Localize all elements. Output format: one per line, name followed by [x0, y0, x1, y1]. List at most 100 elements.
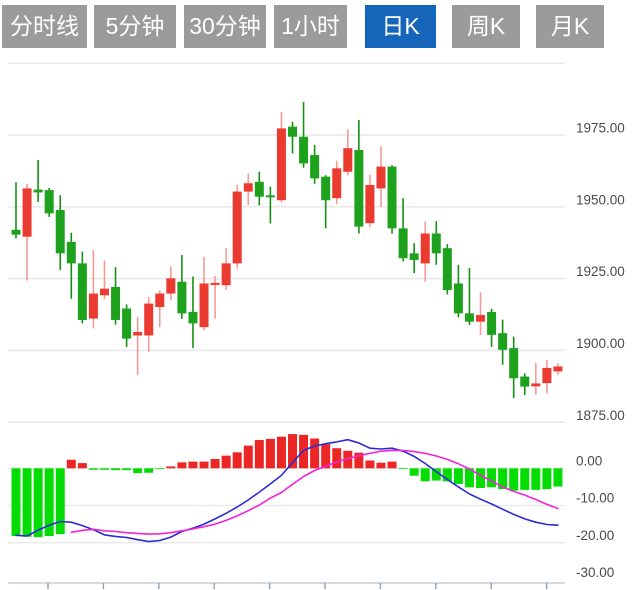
- macd-bar: [77, 463, 87, 469]
- candle: [387, 165, 397, 234]
- gridlines: [8, 62, 565, 544]
- candle: [155, 290, 165, 328]
- candle: [221, 248, 231, 291]
- macd-bar: [155, 468, 165, 470]
- candle-body: [409, 253, 419, 260]
- candle-body: [387, 166, 397, 229]
- macd-bar: [44, 468, 54, 537]
- candle-body: [122, 308, 132, 339]
- macd-bar: [509, 468, 519, 491]
- candle-body: [509, 348, 519, 379]
- macd-bar: [243, 445, 253, 469]
- tab-2[interactable]: 30分钟: [184, 5, 266, 48]
- macd-bar: [177, 462, 187, 469]
- candle-body: [498, 333, 508, 350]
- candle: [243, 173, 253, 206]
- macd-bar: [221, 455, 231, 469]
- candle-body: [66, 241, 76, 264]
- macd-bar: [354, 452, 364, 469]
- candle-body: [88, 293, 98, 319]
- macd-bar: [376, 462, 386, 469]
- x-axis: [8, 582, 565, 589]
- candle-body: [188, 311, 198, 324]
- candle-body: [232, 191, 242, 264]
- candle: [509, 336, 519, 399]
- candle: [464, 267, 474, 325]
- candle: [265, 186, 275, 224]
- candle-body: [77, 263, 87, 320]
- candle: [22, 183, 32, 281]
- candle-body: [111, 286, 121, 320]
- candle-body: [243, 183, 253, 192]
- macd-bar: [99, 468, 109, 470]
- price-axis-labels: 1975.00 1950.00 1925.00 1900.00 1875.00 0.00 -…: [576, 121, 625, 580]
- candle-body: [155, 293, 165, 308]
- candle: [476, 292, 486, 335]
- candle: [487, 308, 497, 347]
- candle-body: [265, 195, 275, 198]
- candle: [11, 182, 21, 239]
- candle: [442, 244, 452, 295]
- macd-bar: [343, 450, 353, 469]
- macd-dif-line: [15, 438, 559, 543]
- candle: [299, 101, 309, 168]
- candle-body: [343, 148, 353, 172]
- price-axis-label: 1975.00: [576, 121, 625, 136]
- tab-6[interactable]: 月K: [536, 5, 604, 48]
- candle-body: [354, 149, 364, 227]
- candle-body: [177, 281, 187, 314]
- candle-body: [55, 209, 65, 254]
- candle: [398, 198, 408, 262]
- candle-body: [398, 228, 408, 259]
- candle-body: [33, 189, 43, 193]
- candle-body: [376, 166, 386, 189]
- candle-body: [276, 128, 286, 201]
- price-axis-label: 1950.00: [576, 192, 625, 207]
- candle: [133, 317, 143, 376]
- candle: [144, 296, 154, 352]
- tab-0[interactable]: 分时线: [2, 5, 87, 48]
- candle-body: [133, 332, 143, 336]
- candle-body: [99, 288, 109, 296]
- tab-1[interactable]: 5分钟: [94, 5, 176, 48]
- candle-body: [442, 248, 452, 291]
- macd-dea-line: [70, 449, 559, 535]
- candle: [431, 221, 441, 265]
- macd-axis-label: -30.00: [576, 565, 614, 580]
- candle: [332, 160, 342, 204]
- candle: [55, 195, 65, 270]
- candle-body: [520, 376, 530, 387]
- tab-5[interactable]: 周K: [452, 5, 520, 48]
- candle-body: [254, 181, 264, 197]
- macd-bar: [276, 436, 286, 469]
- macd-bar: [199, 461, 209, 469]
- macd-bar: [409, 468, 419, 476]
- tab-daily-k[interactable]: 日K: [365, 5, 436, 48]
- macd-bar: [398, 468, 408, 470]
- candle: [122, 304, 132, 347]
- candle: [44, 188, 54, 217]
- macd-bar: [387, 461, 397, 469]
- macd-bar: [66, 459, 76, 469]
- candle: [520, 373, 530, 395]
- candle: [531, 363, 541, 395]
- candle-body: [332, 168, 342, 199]
- tab-3[interactable]: 1小时: [274, 5, 347, 48]
- candle-body: [420, 233, 430, 264]
- candle-body: [144, 303, 154, 336]
- candle-body: [288, 126, 297, 137]
- candle-body: [210, 282, 220, 285]
- macd-bar: [553, 468, 563, 487]
- candle-body: [531, 383, 541, 387]
- candle: [177, 255, 187, 319]
- macd-bar: [111, 468, 121, 471]
- candle: [77, 251, 87, 324]
- candle-body: [553, 366, 563, 372]
- candle: [232, 184, 242, 269]
- candle: [553, 363, 563, 375]
- candle: [288, 121, 297, 154]
- candlestick-panel: [11, 101, 563, 399]
- macd-bar: [88, 468, 98, 470]
- candle-body: [487, 311, 497, 335]
